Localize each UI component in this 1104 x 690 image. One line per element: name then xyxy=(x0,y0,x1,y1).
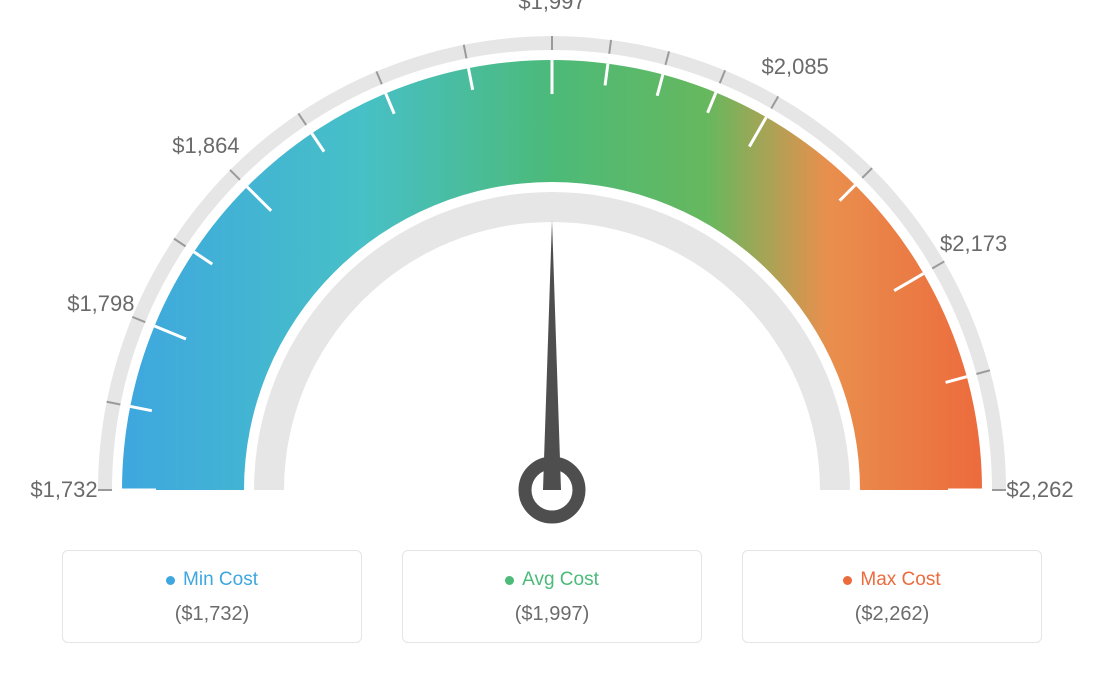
legend-title-max: Max Cost xyxy=(843,569,940,591)
legend-label-min: Min Cost xyxy=(183,569,258,591)
gauge-tick-label: $1,732 xyxy=(30,477,97,503)
legend-card-max: Max Cost ($2,262) xyxy=(742,550,1042,643)
legend-value-max: ($2,262) xyxy=(753,603,1031,626)
legend-value-min: ($1,732) xyxy=(73,603,351,626)
gauge-tick-label: $1,997 xyxy=(518,0,585,15)
legend-label-max: Max Cost xyxy=(860,569,940,591)
gauge-tick-label: $2,085 xyxy=(762,54,829,80)
legend-card-min: Min Cost ($1,732) xyxy=(62,550,362,643)
legend-dot-avg xyxy=(505,576,514,585)
legend-title-min: Min Cost xyxy=(166,569,258,591)
gauge-tick-label: $1,864 xyxy=(172,133,239,159)
gauge-tick-label: $2,173 xyxy=(940,231,1007,257)
gauge-svg xyxy=(0,0,1104,540)
legend-row: Min Cost ($1,732) Avg Cost ($1,997) Max … xyxy=(0,550,1104,643)
legend-label-avg: Avg Cost xyxy=(522,569,599,591)
gauge-tick-label: $2,262 xyxy=(1006,477,1073,503)
legend-dot-min xyxy=(166,576,175,585)
legend-card-avg: Avg Cost ($1,997) xyxy=(402,550,702,643)
legend-title-avg: Avg Cost xyxy=(505,569,599,591)
gauge-tick-label: $1,798 xyxy=(67,291,134,317)
legend-dot-max xyxy=(843,576,852,585)
gauge-chart: $1,732 $1,798 $1,864 $1,997 $2,085 $2,173 $2,2… xyxy=(0,0,1104,540)
legend-value-avg: ($1,997) xyxy=(413,603,691,626)
